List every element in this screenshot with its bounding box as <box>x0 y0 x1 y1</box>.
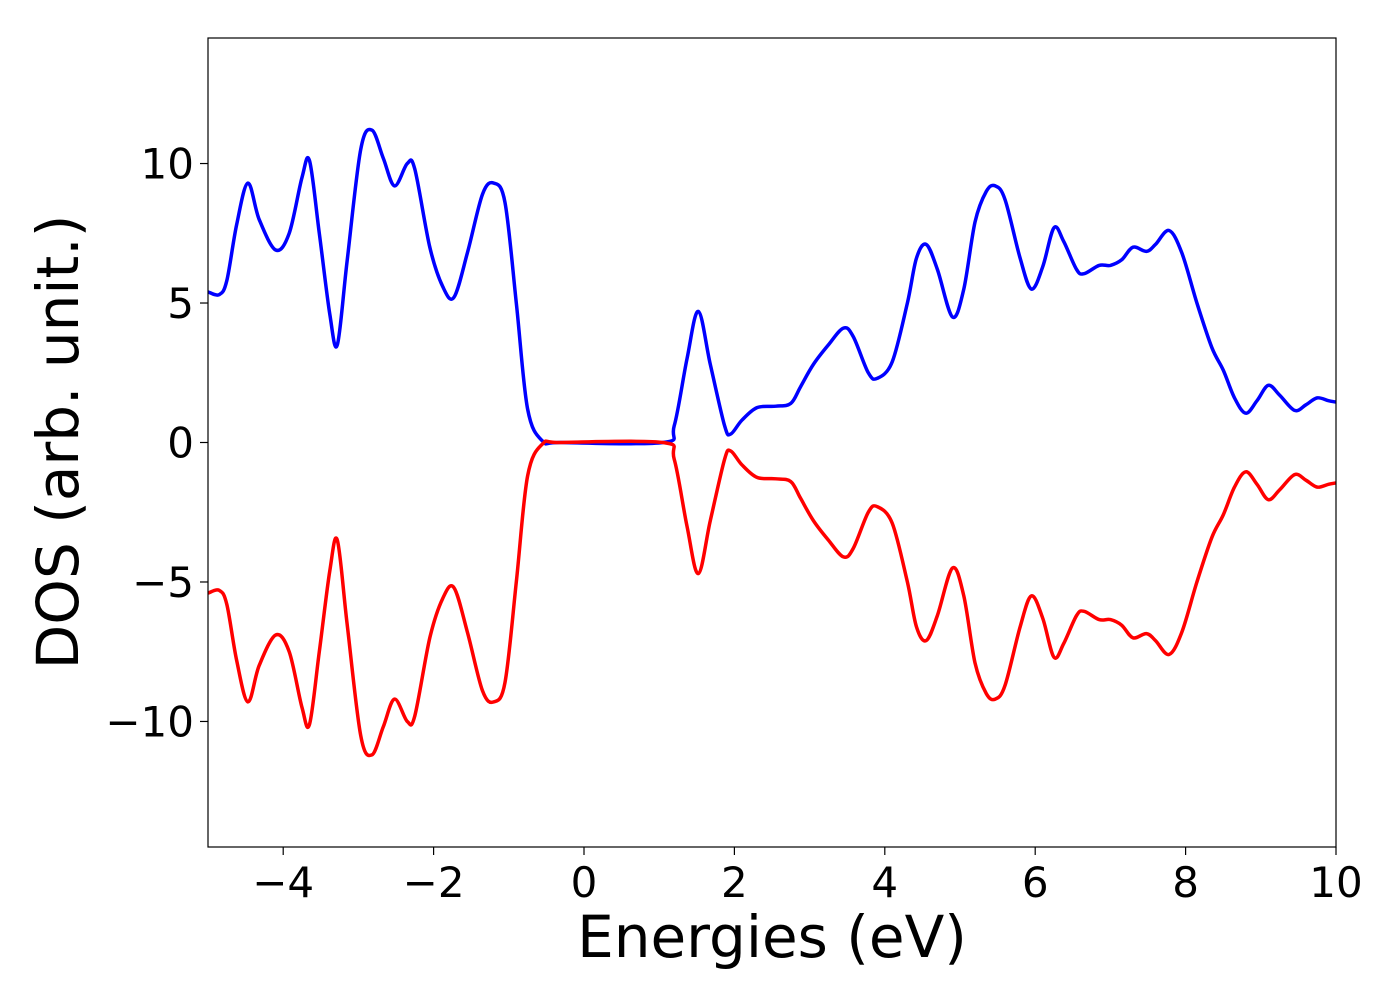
y-tick-label: −5 <box>132 558 194 607</box>
y-axis-ticks: −10 −5 0 5 10 <box>105 140 208 746</box>
x-tick-label: 0 <box>571 858 598 907</box>
y-tick-label: 0 <box>167 419 194 468</box>
x-tick-label: 10 <box>1309 858 1362 907</box>
x-tick-label: 8 <box>1172 858 1199 907</box>
x-tick-label: −2 <box>403 858 465 907</box>
y-tick-label: −10 <box>105 697 194 746</box>
x-tick-label: 6 <box>1022 858 1049 907</box>
x-tick-label: −4 <box>252 858 314 907</box>
y-tick-label: 5 <box>167 279 194 328</box>
series-line-spin-up <box>207 127 1337 446</box>
series-layer <box>207 127 1337 758</box>
x-axis-ticks: −4 −2 0 2 4 6 8 10 <box>252 847 1363 907</box>
x-axis-title: Energies (eV) <box>577 903 967 971</box>
x-tick-label: 2 <box>721 858 748 907</box>
series-line-spin-down <box>207 439 1337 758</box>
y-axis-title: DOS (arb. unit.) <box>24 215 92 670</box>
x-tick-label: 4 <box>871 858 898 907</box>
y-tick-label: 10 <box>141 140 194 189</box>
